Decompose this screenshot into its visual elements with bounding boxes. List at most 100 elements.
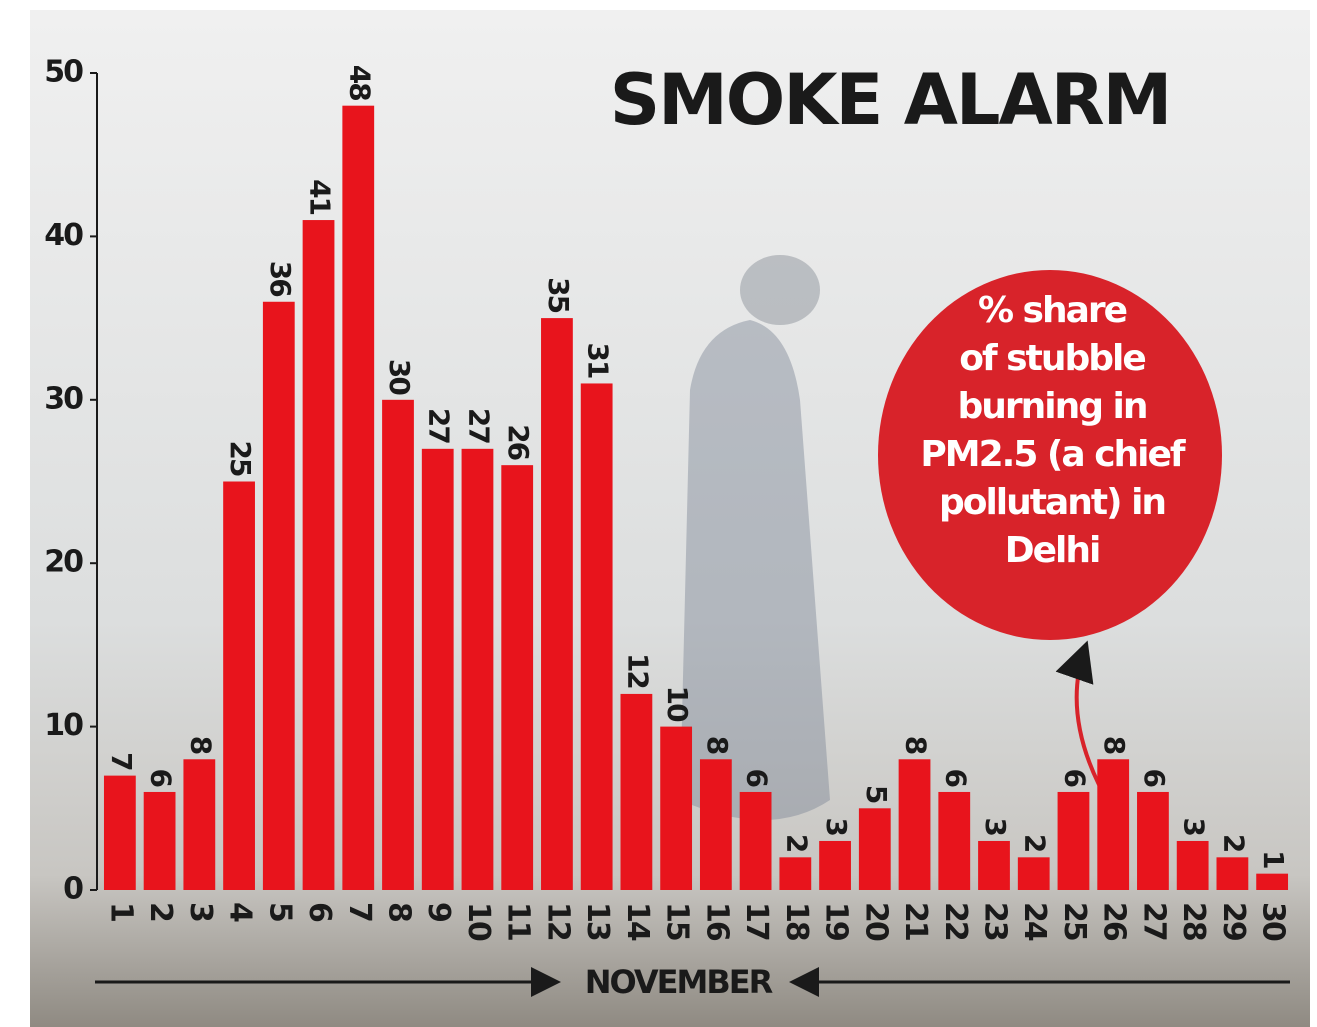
x-tick-label: 6: [302, 902, 337, 922]
value-label: 26: [502, 424, 535, 459]
value-label: 3: [1178, 817, 1211, 835]
bar: [1217, 857, 1249, 890]
value-label: 10: [661, 686, 694, 722]
x-tick-label: 10: [461, 902, 496, 941]
x-axis-label: NOVEMBER: [585, 963, 773, 1001]
value-label: 8: [184, 736, 217, 754]
bar: [1137, 792, 1169, 890]
bar: [541, 318, 573, 890]
bar: [1058, 792, 1090, 890]
x-tick-label: 18: [779, 902, 814, 941]
value-label: 27: [423, 408, 456, 443]
value-label: 6: [1058, 768, 1091, 786]
bar: [303, 220, 335, 890]
x-tick-label: 27: [1136, 902, 1171, 940]
annotation-line: PM2.5 (a chief: [920, 434, 1186, 475]
annotation-line: burning in: [957, 386, 1146, 427]
x-tick-label: 24: [1017, 902, 1052, 941]
value-label: 36: [264, 261, 297, 296]
bar: [621, 694, 653, 890]
value-label: 25: [224, 441, 257, 476]
bar: [1097, 759, 1129, 890]
x-tick-label: 1: [103, 902, 138, 921]
x-tick-label: 26: [1097, 902, 1132, 941]
y-tick-label: 0: [63, 872, 83, 907]
value-label: 48: [343, 65, 376, 100]
bar: [700, 759, 732, 890]
y-tick-label: 20: [44, 545, 83, 580]
x-tick-label: 7: [342, 902, 377, 921]
value-label: 27: [462, 408, 495, 443]
value-label: 35: [542, 277, 575, 312]
value-label: 6: [741, 768, 774, 786]
x-tick-label: 8: [382, 902, 417, 922]
bar: [263, 302, 295, 890]
value-label: 6: [145, 768, 178, 786]
value-label: 6: [1138, 768, 1171, 786]
bar: [1018, 857, 1050, 890]
value-label: 1: [1257, 850, 1290, 868]
bar: [223, 482, 255, 891]
x-tick-label: 21: [898, 902, 933, 940]
y-tick-label: 50: [44, 55, 83, 90]
x-tick-label: 19: [819, 902, 854, 940]
value-label: 41: [304, 179, 337, 214]
value-label: 12: [621, 653, 654, 688]
x-tick-label: 30: [1256, 902, 1291, 941]
x-tick-label: 29: [1216, 902, 1251, 940]
bar: [382, 400, 414, 890]
x-tick-label: 23: [978, 902, 1013, 940]
value-label: 6: [939, 768, 972, 786]
annotation-line: of stubble: [959, 338, 1145, 379]
bar: [462, 449, 494, 890]
x-tick-label: 15: [660, 902, 695, 940]
x-tick-label: 12: [540, 902, 575, 940]
bar: [104, 776, 136, 890]
value-label: 8: [701, 736, 734, 754]
x-tick-label: 5: [262, 902, 297, 921]
x-tick-label: 20: [858, 902, 893, 941]
value-label: 2: [780, 834, 813, 852]
x-tick-label: 16: [699, 902, 734, 941]
annotation-line: % share: [978, 290, 1127, 331]
annotation-line: pollutant) in: [939, 482, 1165, 523]
y-tick-label: 30: [44, 381, 83, 416]
bar: [899, 759, 931, 890]
bar: [740, 792, 772, 890]
value-label: 5: [860, 785, 893, 803]
value-label: 2: [1019, 834, 1052, 852]
chart-title: SMOKE ALARM: [610, 59, 1171, 141]
bar: [1256, 874, 1288, 890]
x-tick-label: 13: [580, 902, 615, 940]
value-label: 31: [582, 342, 615, 377]
value-label: 7: [105, 752, 138, 770]
y-tick-label: 40: [44, 218, 83, 253]
value-label: 8: [900, 736, 933, 754]
x-tick-label: 11: [501, 902, 536, 940]
bar: [342, 106, 374, 890]
x-tick-label: 4: [223, 902, 258, 922]
bar: [1177, 841, 1209, 890]
value-label: 3: [820, 817, 853, 835]
bar: [422, 449, 454, 890]
bar: [501, 465, 533, 890]
bar: [938, 792, 970, 890]
bar: [660, 727, 692, 890]
bar: [859, 808, 891, 890]
y-tick-label: 10: [44, 708, 83, 743]
bar: [779, 857, 811, 890]
value-label: 2: [1217, 834, 1250, 852]
bar: [819, 841, 851, 890]
x-tick-label: 28: [1176, 902, 1211, 941]
value-label: 3: [979, 817, 1012, 835]
bar: [978, 841, 1010, 890]
x-tick-label: 3: [183, 902, 218, 921]
x-tick-label: 17: [739, 902, 774, 940]
bar: [183, 759, 215, 890]
chart: SMOKE ALARM % share of stubble burning in P…: [0, 0, 1317, 1027]
x-tick-label: 25: [1057, 902, 1092, 940]
x-tick-label: 2: [143, 902, 178, 921]
x-tick-label: 9: [421, 902, 456, 921]
bar: [144, 792, 176, 890]
value-label: 8: [1098, 736, 1131, 754]
